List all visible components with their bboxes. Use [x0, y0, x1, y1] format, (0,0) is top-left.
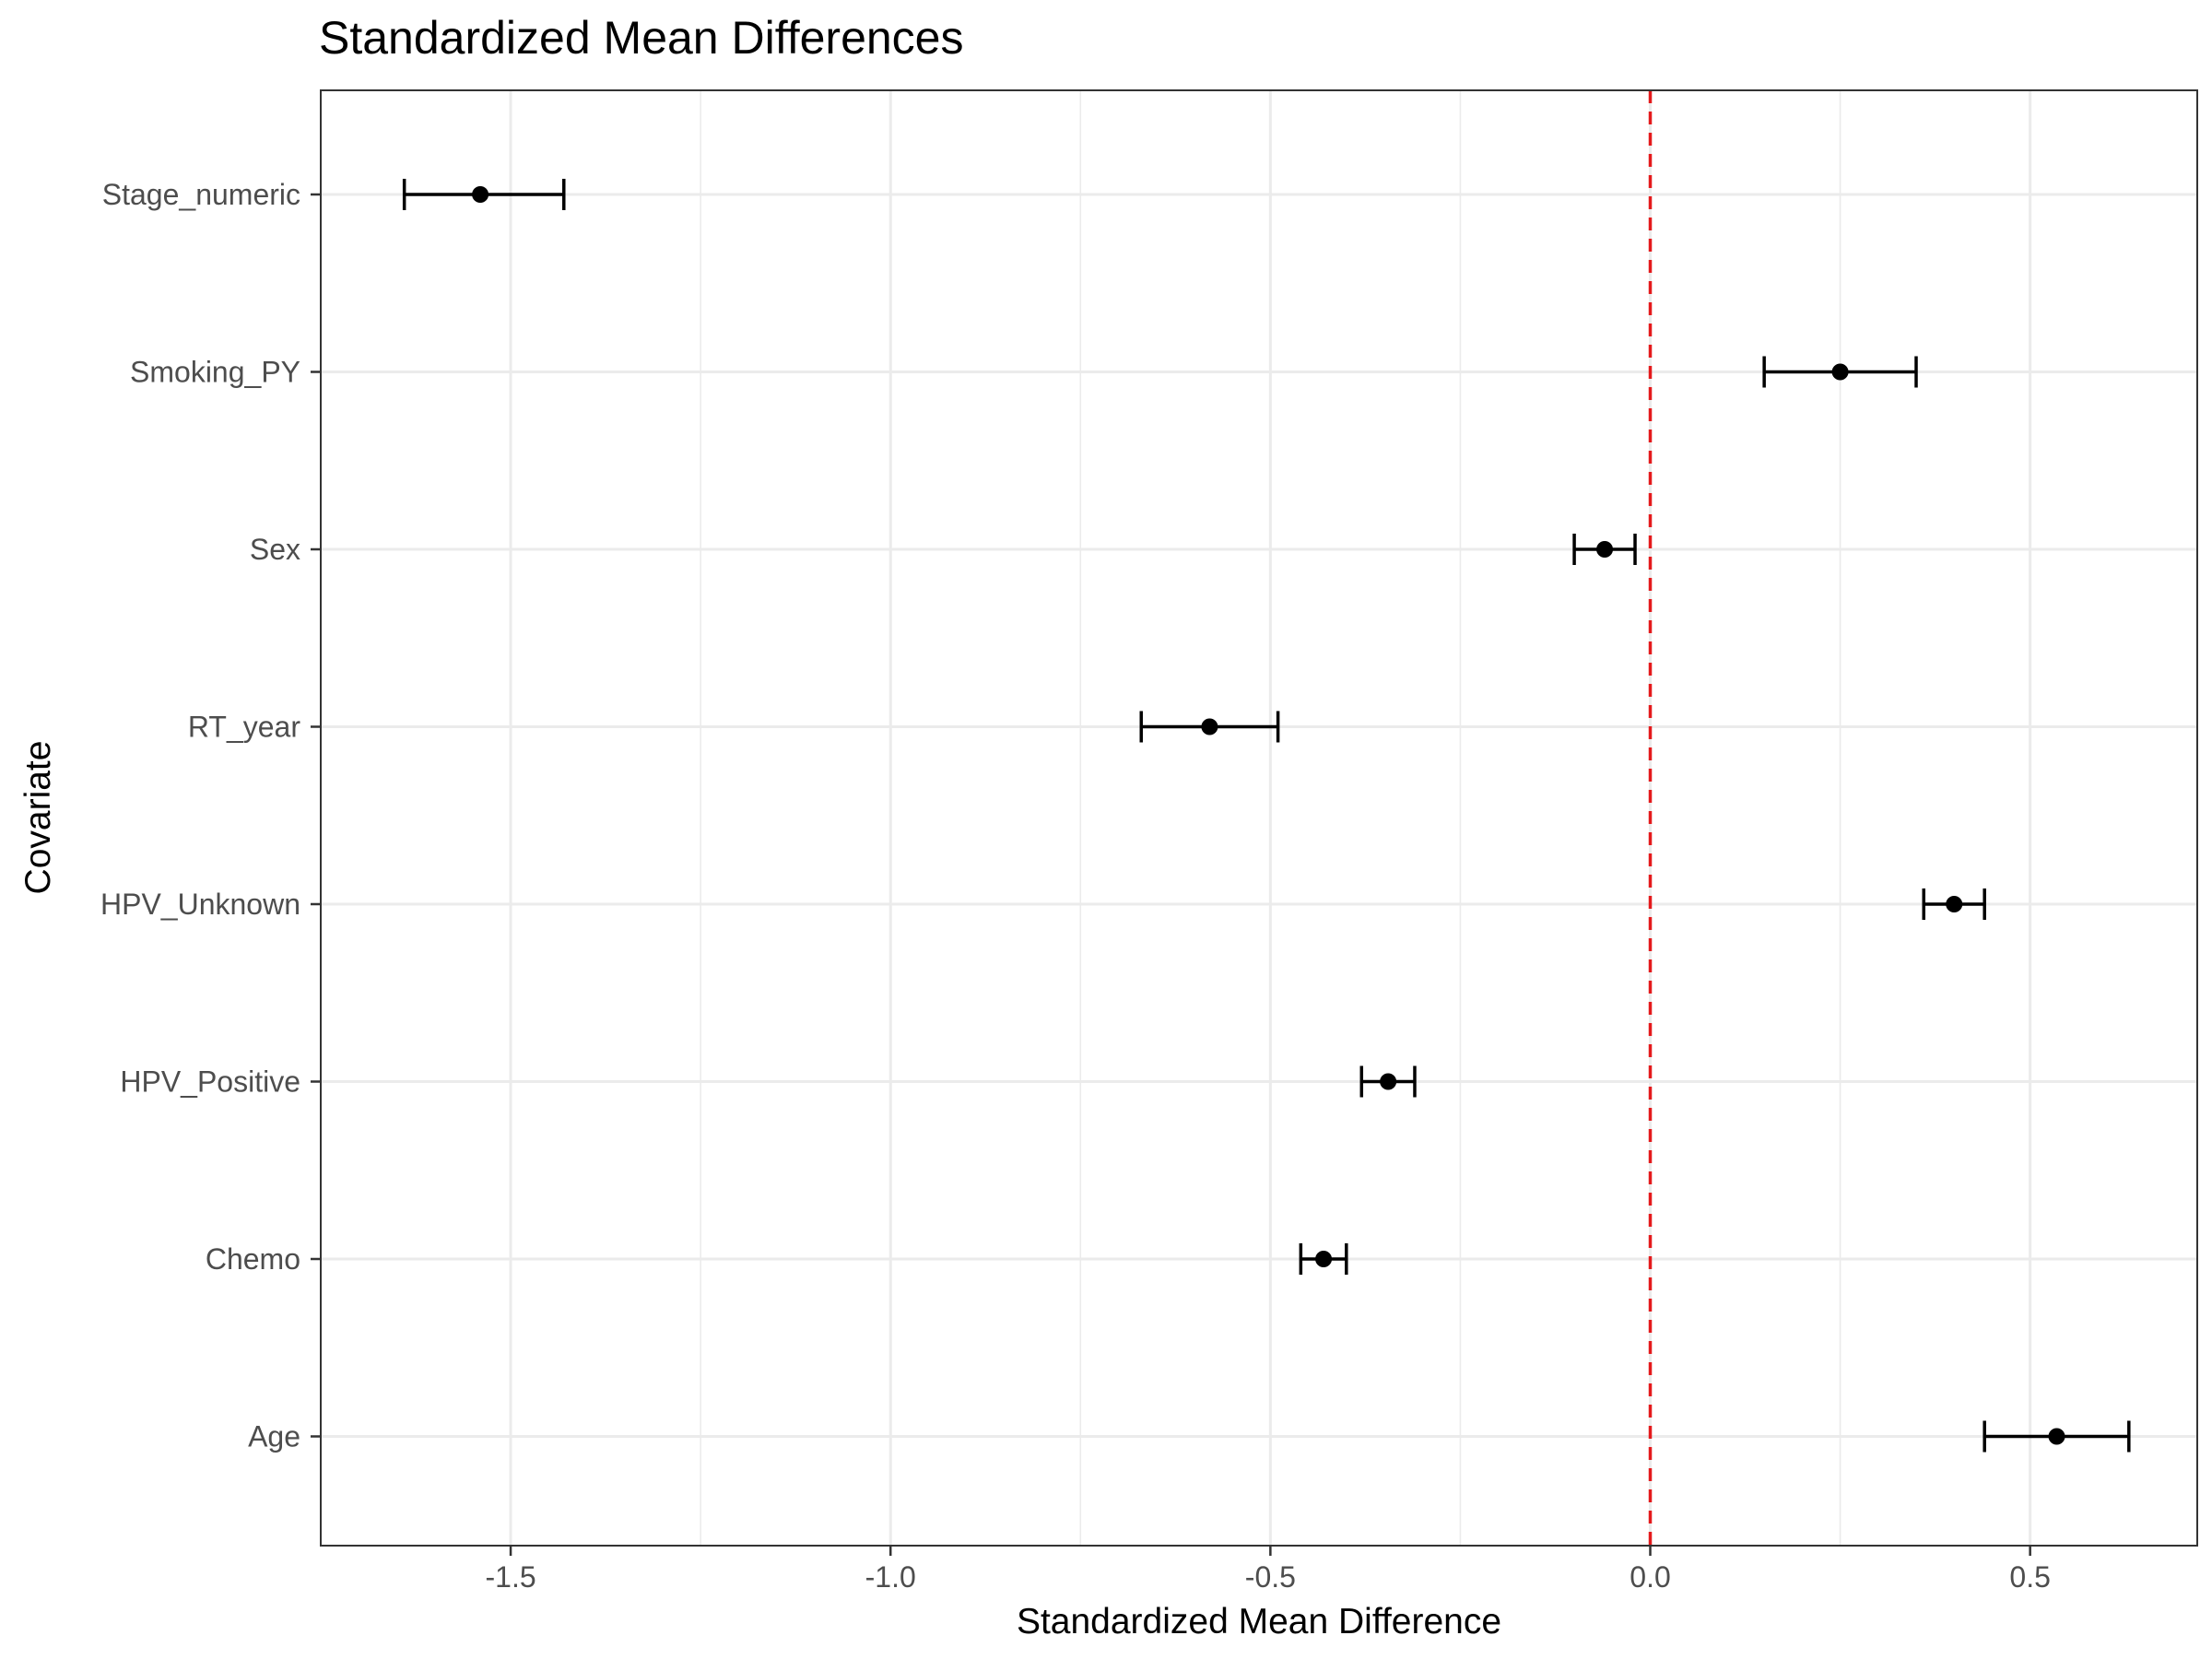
x-tick-label: 0.0	[1630, 1560, 1670, 1594]
data-point	[1946, 896, 1963, 912]
error-bar-group	[1299, 1243, 1348, 1275]
y-axis-title: Covariate	[18, 741, 58, 895]
error-bar-group	[1359, 1065, 1417, 1098]
y-tick-label: Smoking_PY	[130, 356, 300, 389]
data-point	[1596, 541, 1614, 558]
y-tick-label: Stage_numeric	[102, 178, 300, 211]
data-point	[2048, 1428, 2065, 1445]
data-point	[1201, 718, 1218, 735]
y-tick-label: HPV_Positive	[120, 1065, 300, 1099]
error-bar-group	[1922, 888, 1986, 920]
data-marks	[402, 179, 2131, 1453]
x-tick-label: -0.5	[1245, 1560, 1296, 1594]
x-axis-title: Standardized Mean Difference	[1017, 1602, 1501, 1641]
x-tick-label: -1.0	[865, 1560, 916, 1594]
x-tick-label: 0.5	[2009, 1560, 2050, 1594]
error-bar-group	[1572, 534, 1637, 565]
grid-lines	[321, 90, 2197, 1546]
x-tick-label: -1.5	[486, 1560, 536, 1594]
error-bar-group	[1139, 711, 1280, 743]
chart-title: Standardized Mean Differences	[319, 12, 964, 64]
error-bar-group	[1983, 1420, 2131, 1453]
y-tick-label: RT_year	[188, 711, 300, 744]
axes: -1.5 -1.0 -0.5 0.0 0.5 Stage_numeric Smoking_P…	[100, 178, 2051, 1594]
y-tick-label: Sex	[250, 533, 300, 566]
data-point	[472, 186, 489, 203]
error-bar-group	[402, 179, 566, 210]
y-tick-label: HPV_Unknown	[100, 888, 300, 921]
y-tick-label: Age	[248, 1420, 300, 1453]
data-point	[1831, 363, 1849, 381]
data-point	[1315, 1251, 1333, 1267]
plot-panel-border	[320, 89, 2198, 1547]
data-point	[1380, 1073, 1397, 1090]
y-tick-label: Chemo	[206, 1242, 300, 1276]
error-bar-group	[1762, 356, 1918, 388]
